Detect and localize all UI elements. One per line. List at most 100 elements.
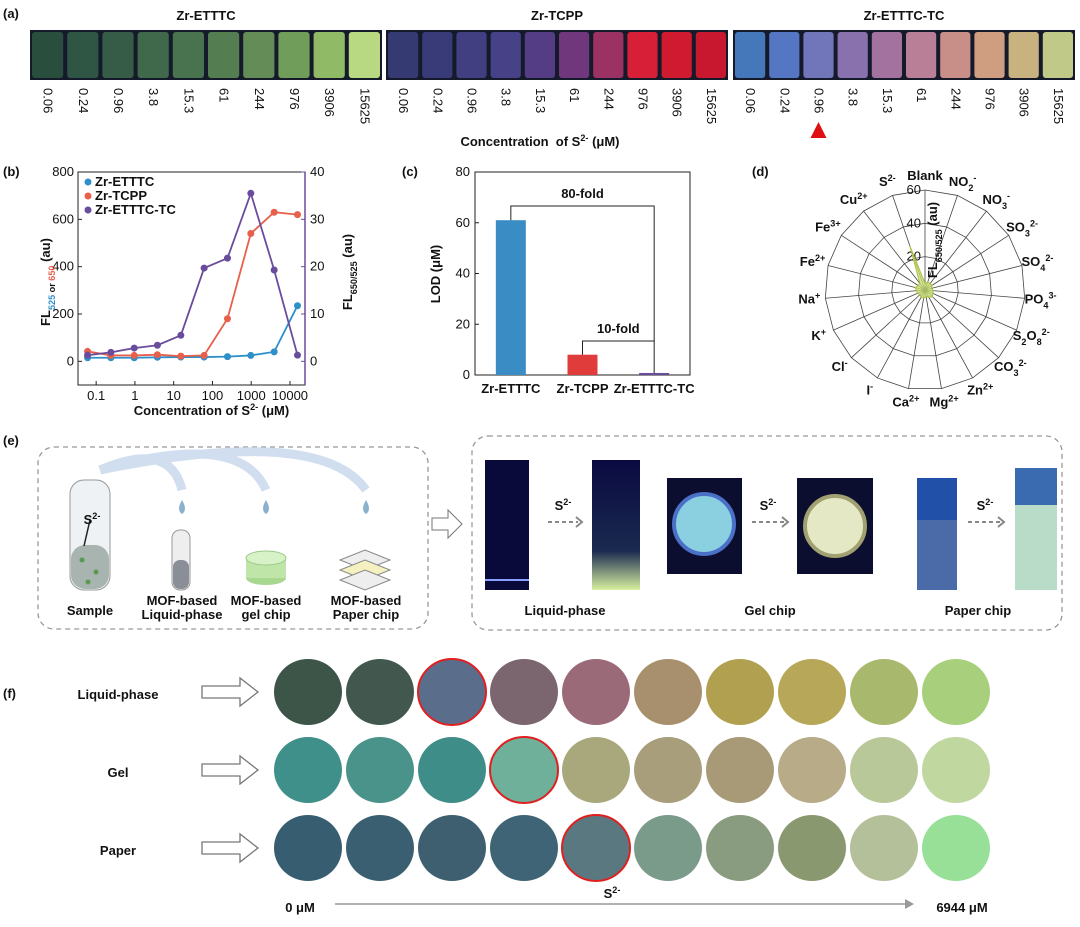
concentration-label: 0.96 — [812, 88, 827, 113]
data-point — [270, 266, 278, 274]
category-label: Mg2+ — [930, 393, 959, 409]
vial — [906, 32, 937, 78]
vial — [837, 32, 868, 78]
y-tick-label: 800 — [52, 164, 74, 179]
y-tick-label: 60 — [456, 215, 470, 230]
y-tick-label: 0 — [67, 353, 74, 368]
category-label-part: 4 — [1040, 263, 1046, 273]
y-axis-label: FL525 or 650 (au) — [38, 238, 57, 326]
x-tick-label: Zr-TCPP — [557, 381, 609, 396]
spoke — [924, 289, 999, 359]
category-label-part: S — [1013, 328, 1022, 343]
category-label-part: 3 — [1014, 368, 1019, 378]
panel-letter: (f) — [3, 686, 16, 701]
marker-arrow — [810, 122, 827, 138]
row-label: Liquid-phase — [78, 687, 159, 702]
vial — [313, 32, 345, 78]
category-label-part: 2+ — [857, 191, 867, 201]
y2-axis-label-part: (au) — [340, 234, 355, 261]
annotation: 10-fold — [597, 321, 640, 336]
category-label: CO32- — [994, 358, 1027, 378]
vial — [559, 32, 590, 78]
row-label: Paper — [100, 843, 136, 858]
category-label-part: 2- — [1030, 219, 1038, 229]
vial — [172, 32, 204, 78]
concentration-label: 0.24 — [430, 88, 445, 113]
color-spot — [562, 737, 630, 803]
data-point — [177, 352, 185, 360]
vial — [769, 32, 800, 78]
category-label-part: O — [1026, 328, 1036, 343]
color-spot — [634, 815, 702, 881]
label-part: S — [760, 498, 769, 513]
color-spot — [489, 736, 559, 804]
color-spot — [418, 815, 486, 881]
r-tick-label: 40 — [907, 215, 921, 230]
category-label-part: 3+ — [830, 219, 840, 229]
concentration-label: 0.24 — [777, 88, 792, 113]
concentration-label: 61 — [914, 88, 929, 102]
concentration-label: 0.06 — [396, 88, 411, 113]
vial — [661, 32, 692, 78]
category-label: S2- — [879, 173, 896, 189]
panel-title: Zr-ETTTC-TC — [864, 8, 945, 23]
category-label: Blank — [907, 168, 943, 183]
label-part: 2- — [768, 497, 776, 507]
spoke — [924, 195, 958, 291]
label: 0 μM — [285, 900, 315, 915]
category-label-part: I — [866, 382, 870, 397]
label-part: S — [555, 498, 564, 513]
color-spot — [418, 737, 486, 803]
category-label-part: Blank — [907, 168, 943, 183]
series-line — [87, 305, 299, 359]
category-label: SO32- — [1006, 219, 1038, 239]
data-point — [84, 351, 92, 359]
legend-label: Zr-ETTTC-TC — [95, 202, 176, 217]
color-spot — [850, 659, 918, 725]
concentration-label: 15.3 — [533, 88, 548, 113]
spoke — [827, 265, 926, 291]
grid-ring — [891, 256, 959, 324]
spoke — [924, 289, 1017, 331]
category-label-part: 8 — [1037, 337, 1042, 347]
category-label-part: NO — [949, 174, 969, 189]
vial — [627, 32, 658, 78]
category-label-part: CO — [994, 359, 1014, 374]
panel-letter: (c) — [402, 164, 418, 179]
concentration-label: 15625 — [357, 88, 372, 124]
category-label-part: 2+ — [909, 393, 919, 403]
label-part: S — [604, 886, 613, 901]
data-point — [177, 331, 185, 339]
vial — [940, 32, 971, 78]
label: S2- — [604, 885, 621, 901]
grid-ring — [824, 189, 1026, 390]
concentration-label: 15.3 — [181, 88, 196, 113]
label: S2- — [760, 497, 777, 513]
panel-letter: (a) — [3, 6, 19, 21]
concentration-label: 3906 — [1017, 88, 1032, 117]
category-label-part: - — [1007, 191, 1010, 201]
row-label: Gel — [108, 765, 129, 780]
label-part: 2- — [985, 497, 993, 507]
color-spot — [850, 815, 918, 881]
legend-symbol — [84, 206, 92, 214]
category-label-part: K — [811, 328, 821, 343]
y2-tick-label: 0 — [310, 353, 317, 368]
color-spot — [922, 815, 990, 881]
category-label: SO42- — [1021, 253, 1053, 273]
color-spot — [490, 815, 558, 881]
x-tick-label: Zr-ETTTC — [481, 381, 541, 396]
spoke — [924, 234, 1009, 291]
y-tick-label: 20 — [456, 316, 470, 331]
panel-title: Zr-ETTTC — [176, 8, 236, 23]
x-axis-label-part: (μM) — [258, 403, 289, 418]
label: 6944 μM — [936, 900, 987, 915]
color-spot — [274, 737, 342, 803]
r-axis-label-part: 650/525 — [934, 229, 944, 262]
category-label-part: 2+ — [948, 393, 958, 403]
label: Liquid-phase — [142, 607, 223, 622]
label: Gel chip — [744, 603, 795, 618]
category-label: Ca2+ — [892, 393, 919, 409]
vial — [593, 32, 624, 78]
